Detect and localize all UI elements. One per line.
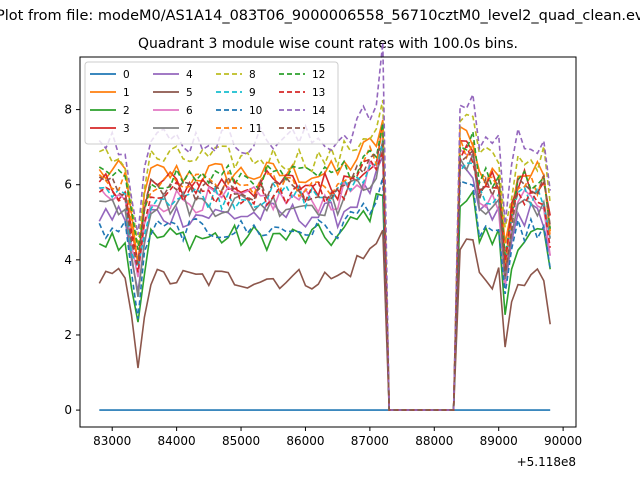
y-tick-label: 0 xyxy=(64,403,72,417)
x-tick-label: 88000 xyxy=(415,434,453,448)
series-line-12 xyxy=(98,123,551,411)
legend-label-12: 12 xyxy=(312,69,325,81)
figure-suptitle: Plot from file: modeM0/AS1A14_083T06_900… xyxy=(0,8,640,24)
x-axis-offset-label: +5.118e8 xyxy=(517,455,576,469)
legend-label-10: 10 xyxy=(249,105,262,117)
legend-label-8: 8 xyxy=(249,69,256,81)
series-line-7 xyxy=(99,139,551,411)
x-tick-label: 86000 xyxy=(286,434,324,448)
x-tick-label: 84000 xyxy=(158,434,196,448)
series-line-11 xyxy=(98,126,551,411)
x-axis-ticks: 83000 84000 85000 86000 87000 88000 89000 90000 xyxy=(93,427,582,448)
x-tick-label: 87000 xyxy=(351,434,389,448)
legend-label-2: 2 xyxy=(123,105,130,117)
y-tick-label: 2 xyxy=(64,328,72,342)
legend-label-1: 1 xyxy=(123,87,130,99)
x-tick-label: 89000 xyxy=(480,434,518,448)
x-tick-label: 85000 xyxy=(222,434,260,448)
legend-label-14: 14 xyxy=(312,105,326,117)
series-line-9 xyxy=(99,141,551,411)
legend-label-7: 7 xyxy=(186,123,193,135)
chart-title: Quadrant 3 module wise count rates with … xyxy=(138,36,518,52)
y-tick-label: 6 xyxy=(64,178,72,192)
y-tick-label: 8 xyxy=(64,103,72,117)
plot-frame xyxy=(79,56,577,428)
legend-label-4: 4 xyxy=(186,69,193,81)
legend-box xyxy=(84,61,339,145)
series-line-8 xyxy=(98,99,551,411)
legend-label-9: 9 xyxy=(249,87,256,99)
y-axis-ticks: 0 2 4 6 8 xyxy=(64,103,80,417)
legend-label-15: 15 xyxy=(312,123,325,135)
series-line-4 xyxy=(98,156,551,411)
series-lines xyxy=(98,42,551,411)
legend-label-3: 3 xyxy=(123,123,130,135)
legend-label-0: 0 xyxy=(123,69,130,81)
series-line-15 xyxy=(98,141,551,411)
x-tick-label: 83000 xyxy=(93,434,131,448)
x-tick-label: 90000 xyxy=(544,434,582,448)
legend-label-13: 13 xyxy=(312,87,325,99)
legend-label-5: 5 xyxy=(186,87,193,99)
series-line-5 xyxy=(98,229,551,411)
legend-label-6: 6 xyxy=(186,105,193,117)
series-line-10 xyxy=(98,177,551,411)
legend-label-11: 11 xyxy=(249,123,262,135)
y-tick-label: 4 xyxy=(64,253,72,267)
